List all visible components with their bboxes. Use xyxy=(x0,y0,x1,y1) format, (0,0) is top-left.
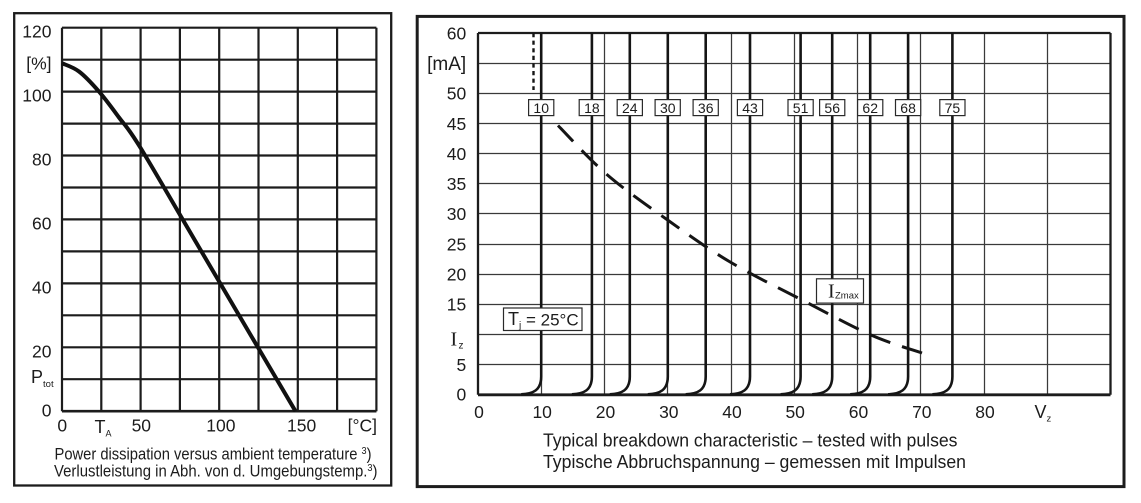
svg-text:150: 150 xyxy=(287,416,316,436)
svg-text:100: 100 xyxy=(22,86,51,106)
svg-text:Tj = 25°C: Tj = 25°C xyxy=(508,309,579,332)
svg-text:0: 0 xyxy=(456,385,466,405)
svg-text:[mA]: [mA] xyxy=(427,54,466,75)
svg-text:20: 20 xyxy=(32,341,52,361)
svg-text:50: 50 xyxy=(132,416,152,436)
svg-text:20: 20 xyxy=(596,402,616,422)
svg-text:[%]: [%] xyxy=(26,54,51,74)
svg-text:[°C]: [°C] xyxy=(348,416,377,436)
svg-text:56: 56 xyxy=(824,100,840,116)
svg-text:Ptot: Ptot xyxy=(31,367,54,390)
svg-text:30: 30 xyxy=(659,402,679,422)
svg-text:60: 60 xyxy=(32,213,52,233)
svg-text:70: 70 xyxy=(912,402,932,422)
svg-text:0: 0 xyxy=(42,401,52,421)
svg-text:80: 80 xyxy=(975,402,995,422)
svg-text:Zmax: Zmax xyxy=(835,291,859,302)
svg-text:60: 60 xyxy=(849,402,869,422)
svg-text:I: I xyxy=(828,281,835,303)
svg-text:43: 43 xyxy=(742,100,758,116)
svg-text:50: 50 xyxy=(785,402,805,422)
svg-text:20: 20 xyxy=(447,265,467,285)
svg-text:I: I xyxy=(451,329,458,351)
svg-text:z: z xyxy=(459,341,464,352)
svg-text:0: 0 xyxy=(57,416,67,436)
svg-text:10: 10 xyxy=(532,402,552,422)
svg-text:24: 24 xyxy=(622,100,638,116)
svg-text:30: 30 xyxy=(447,204,467,224)
svg-text:Vz: Vz xyxy=(1035,402,1052,425)
svg-text:30: 30 xyxy=(660,100,676,116)
svg-text:5: 5 xyxy=(456,355,466,375)
svg-text:36: 36 xyxy=(698,100,714,116)
svg-text:51: 51 xyxy=(793,100,809,116)
svg-text:35: 35 xyxy=(447,174,466,194)
svg-text:62: 62 xyxy=(862,100,878,116)
svg-text:75: 75 xyxy=(945,100,961,116)
svg-text:Typical breakdown characterist: Typical breakdown characteristic – teste… xyxy=(543,431,958,451)
svg-text:80: 80 xyxy=(32,150,52,170)
svg-text:68: 68 xyxy=(900,100,916,116)
svg-text:40: 40 xyxy=(722,402,742,422)
svg-text:40: 40 xyxy=(447,144,467,164)
svg-text:50: 50 xyxy=(447,84,467,104)
svg-text:45: 45 xyxy=(447,114,466,134)
svg-text:Verlustleistung in Abh. von d.: Verlustleistung in Abh. von d. Umgebungs… xyxy=(54,462,378,481)
svg-text:40: 40 xyxy=(32,277,52,297)
svg-text:Power dissipation versus ambie: Power dissipation versus ambient tempera… xyxy=(55,444,372,463)
svg-text:Typische Abbruchspannung – gem: Typische Abbruchspannung – gemessen mit … xyxy=(543,452,966,472)
svg-text:60: 60 xyxy=(447,23,467,43)
svg-text:25: 25 xyxy=(447,234,466,254)
svg-text:15: 15 xyxy=(447,295,466,315)
svg-text:100: 100 xyxy=(206,416,235,436)
svg-text:0: 0 xyxy=(474,402,484,422)
svg-text:TA: TA xyxy=(95,417,112,439)
svg-text:120: 120 xyxy=(22,22,51,42)
svg-text:10: 10 xyxy=(533,100,549,116)
svg-text:18: 18 xyxy=(584,100,600,116)
